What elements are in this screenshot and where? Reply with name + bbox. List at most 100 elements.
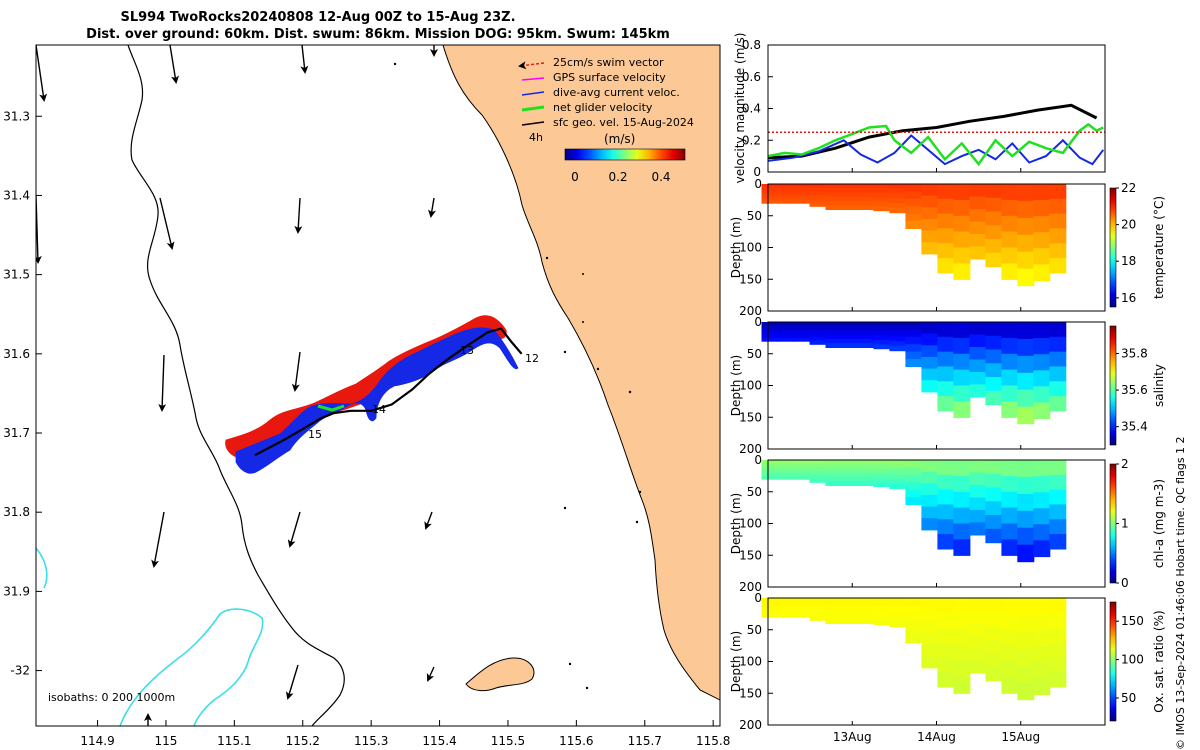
section-cell [889, 598, 907, 604]
section-cell [921, 242, 939, 255]
section-cell [921, 609, 939, 622]
isobaths-label: isobaths: 0 200 1000m [48, 691, 175, 704]
section-cell [1049, 627, 1067, 643]
section-cell [761, 469, 779, 474]
section-cell [761, 328, 779, 333]
section-cell [889, 460, 907, 466]
section-cell [761, 322, 779, 326]
section-cell [1049, 474, 1067, 491]
section-ytick-label: 150 [739, 272, 762, 286]
section-cell [1049, 258, 1067, 274]
section-cell [921, 333, 939, 346]
section-cell [841, 476, 859, 482]
map-xtick-label: 115.1 [217, 734, 251, 748]
section-cell [873, 611, 891, 617]
section-cell [873, 473, 891, 479]
section-cell [969, 598, 987, 612]
section-cell [793, 325, 811, 329]
section-cell [1001, 645, 1019, 663]
section-cell [1001, 263, 1019, 280]
rottnest-island [465, 657, 535, 692]
section-cell [985, 460, 1003, 475]
section-cell [809, 478, 827, 483]
section-cell [1017, 614, 1035, 633]
map-ytick-label: 31.4 [3, 188, 30, 202]
section-cell [1049, 243, 1067, 259]
section-cell [921, 218, 939, 232]
section-cell [825, 343, 843, 348]
section-cell [857, 196, 875, 202]
section-cell [825, 338, 843, 344]
section-cell [1049, 657, 1067, 673]
section-cell [905, 336, 923, 345]
section-panel-chlorophyll: 0 50 100 150 200 Depth (m) 0 1 2 chl-a (mg m-3) [729, 453, 1166, 594]
section-cell [953, 263, 971, 280]
section-cell [793, 337, 811, 342]
section-cell [1033, 460, 1051, 477]
section-cell [953, 645, 971, 663]
section-cell [761, 187, 779, 191]
section-cell [809, 198, 827, 204]
section-cell [777, 460, 795, 464]
section-cell [761, 460, 779, 464]
section-cell [921, 356, 939, 370]
section-cell [873, 184, 891, 189]
section-cell [953, 199, 971, 217]
section-cell [985, 377, 1003, 392]
section-cbar-tick-label: 0 [1121, 576, 1129, 590]
section-cell [841, 602, 859, 607]
section-cell [761, 466, 779, 471]
section-cell [905, 351, 923, 360]
section-cell [1001, 337, 1019, 355]
section-cell [1033, 540, 1051, 558]
section-cell [857, 602, 875, 607]
section-cell [1033, 402, 1051, 420]
section-cell [873, 602, 891, 608]
track-net-velocity [317, 404, 345, 412]
section-cell [793, 187, 811, 191]
section-cell [873, 482, 891, 488]
section-cell [1033, 476, 1051, 493]
section-cell [1017, 682, 1035, 701]
legend-gps-label: GPS surface velocity [553, 71, 666, 84]
map-xtick-label: 115.8 [696, 734, 730, 748]
section-cell [1033, 354, 1051, 371]
section-cell [857, 468, 875, 474]
section-cell [905, 605, 923, 614]
section-cell [1033, 524, 1051, 541]
land-mass [442, 45, 720, 701]
section-cell [905, 598, 923, 606]
section-cell [889, 336, 907, 342]
section-cell [937, 228, 955, 244]
section-ytick-label: 50 [747, 347, 762, 361]
section-cell [761, 475, 779, 480]
section-cell [841, 619, 859, 624]
section-cbar-tick-label: 2 [1121, 457, 1129, 471]
section-cell [761, 184, 779, 188]
section-ytick-label: 0 [754, 591, 762, 605]
section-cell [1017, 631, 1035, 650]
map-xtick-label: 115.5 [491, 734, 525, 748]
section-ytick-label: 0 [754, 315, 762, 329]
geo-arrow [300, 45, 309, 74]
section-cell [841, 196, 859, 202]
section-cell [921, 460, 939, 473]
section-cell [969, 485, 987, 499]
section-ytick-label: 50 [747, 623, 762, 637]
section-cell [985, 184, 1003, 199]
section-cell [809, 467, 827, 472]
section-cell [1049, 672, 1067, 688]
section-cell [1033, 338, 1051, 355]
imos-credit: © IMOS 13-Sep-2024 01:46:06 Hobart time.… [1174, 436, 1187, 750]
section-variable-label: Ox. sat. ratio (%) [1152, 610, 1166, 712]
section-cell [809, 191, 827, 196]
map-cbar-tick-1: 0.2 [608, 170, 627, 184]
section-cbar-tick-label: 35.6 [1121, 383, 1148, 397]
section-cell [809, 598, 827, 603]
section-cell [809, 609, 827, 614]
section-cell [777, 466, 795, 471]
section-cell [1049, 642, 1067, 658]
velocity-ylabel: velocity magnitude (m/s) [733, 33, 747, 184]
section-cell [873, 606, 891, 612]
